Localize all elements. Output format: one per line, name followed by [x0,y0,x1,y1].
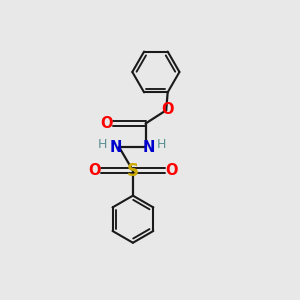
Text: S: S [127,162,139,180]
Text: H: H [98,138,108,151]
Text: H: H [157,138,167,151]
Text: N: N [110,140,122,154]
Text: O: O [165,163,178,178]
Text: O: O [161,102,173,117]
Text: O: O [100,116,113,131]
Text: N: N [142,140,155,154]
Text: O: O [89,163,101,178]
